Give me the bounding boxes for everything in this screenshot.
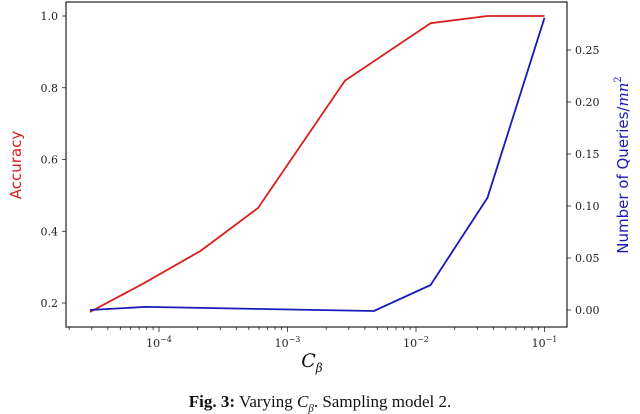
accuracy-line	[89, 15, 545, 313]
x-axis-title: Cβ	[301, 350, 323, 375]
x-tick-label: 10−4	[146, 335, 172, 350]
caption-text-after: . Sampling model 2.	[313, 392, 452, 411]
x-tick-label: 10−1	[532, 335, 558, 350]
queries-line	[89, 17, 546, 312]
right-y-axis-title-text: Number of Queries/	[614, 106, 632, 254]
x-axis-title-main: C	[301, 350, 316, 372]
right-y-tick-label: 0.15	[575, 148, 600, 161]
left-y-tick-label: 1.0	[41, 10, 59, 23]
left-y-tick-label: 0.2	[41, 297, 59, 310]
x-tick-base: 10	[532, 337, 546, 350]
plot-border	[65, 1, 568, 328]
right-y-axis-ticks: 0.00 0.05 0.10 0.15 0.20 0.25	[567, 44, 600, 317]
x-tick-base: 10	[275, 337, 289, 350]
x-tick-exponent: −3	[289, 335, 301, 344]
x-tick-exponent: −1	[546, 335, 558, 344]
right-y-tick-label: 0.05	[575, 252, 600, 265]
right-y-axis-title-math: mn	[614, 83, 632, 107]
figure-caption: Fig. 3: Varying Cβ. Sampling model 2.	[0, 392, 640, 414]
right-y-axis-title: Number of Queries/mn2	[613, 76, 632, 254]
x-tick-exponent: −2	[417, 335, 429, 344]
series-layer	[89, 15, 546, 313]
x-tick-label: 10−3	[275, 335, 301, 350]
caption-math: C	[297, 392, 309, 411]
x-tick-exponent: −4	[160, 335, 172, 344]
caption-text-before: Varying	[235, 392, 298, 411]
left-y-tick-label: 0.8	[41, 82, 59, 95]
left-y-axis-title: Accuracy	[7, 131, 25, 200]
x-tick-base: 10	[146, 337, 160, 350]
left-y-axis-ticks: 0.2 0.4 0.6 0.8 1.0	[41, 10, 66, 310]
right-y-tick-label: 0.10	[575, 200, 600, 213]
right-y-tick-label: 0.20	[575, 96, 600, 109]
x-tick-base: 10	[403, 337, 417, 350]
plot-frame	[65, 1, 568, 328]
right-y-tick-label: 0.25	[575, 44, 600, 57]
left-y-tick-label: 0.4	[41, 225, 59, 238]
x-axis-ticks: 10−4 10−3 10−2 10−1	[68, 327, 558, 350]
x-axis-title-sub: β	[315, 361, 323, 375]
left-y-tick-label: 0.6	[41, 154, 59, 167]
figure-label: Fig. 3:	[188, 392, 235, 411]
x-tick-label: 10−2	[403, 335, 429, 350]
right-y-axis-title-exp: 2	[613, 76, 624, 82]
right-y-tick-label: 0.00	[575, 304, 600, 317]
